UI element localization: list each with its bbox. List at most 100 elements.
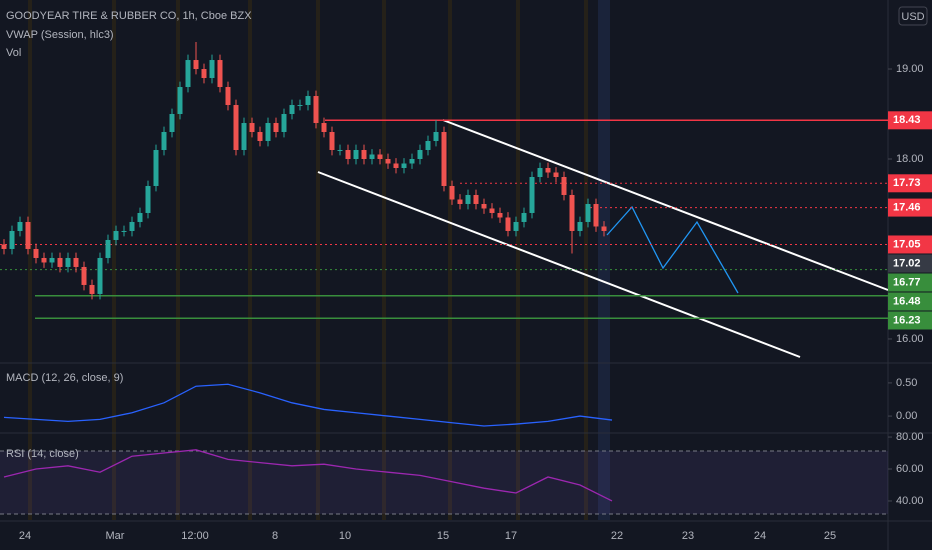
indicator-label: Vol — [6, 47, 21, 59]
candle-body — [529, 176, 535, 213]
price-label-bg — [888, 311, 932, 330]
candle-body — [177, 87, 183, 115]
candle-body — [361, 150, 367, 159]
candle-body — [65, 257, 71, 267]
candle-body — [81, 266, 87, 285]
price-label-bg — [888, 198, 932, 217]
y-tick-label: 40.00 — [896, 495, 924, 507]
candle-body — [593, 203, 599, 227]
candle-body — [545, 167, 551, 173]
candle-body — [225, 87, 231, 106]
projection-path — [606, 205, 739, 294]
x-tick-label: 10 — [339, 530, 351, 542]
x-tick-label: 23 — [682, 530, 694, 542]
price-label-bg — [888, 174, 932, 193]
candle-body — [33, 248, 39, 258]
x-tick-label: Mar — [106, 530, 125, 542]
candle-body — [257, 132, 263, 142]
candle-body — [401, 163, 407, 168]
candle-body — [25, 221, 31, 249]
candle-body — [513, 221, 519, 231]
x-tick-label: 8 — [272, 530, 278, 542]
candle-body — [425, 141, 431, 151]
candle-body — [465, 194, 471, 204]
candle-body — [553, 172, 559, 177]
candle-body — [441, 132, 447, 186]
candle-body — [209, 60, 215, 79]
candle-body — [521, 212, 527, 222]
rsi-band — [0, 451, 888, 514]
candle-body — [73, 257, 79, 267]
candle-body — [585, 203, 591, 222]
candle-body — [577, 221, 583, 231]
price-label-bg — [888, 111, 932, 130]
candle-body — [145, 185, 151, 213]
candle-body — [505, 217, 511, 231]
y-tick-label: 60.00 — [896, 463, 924, 475]
candle-body — [481, 203, 487, 209]
currency-badge[interactable] — [898, 6, 928, 26]
candle-body — [57, 257, 63, 267]
candle-body — [561, 176, 567, 195]
candle-body — [409, 158, 415, 164]
candle-body — [129, 221, 135, 231]
y-tick-label: 0.00 — [896, 410, 917, 422]
candle-body — [313, 96, 319, 124]
candle-body — [433, 132, 439, 142]
candle-body — [137, 212, 143, 222]
candle-body — [457, 199, 463, 204]
candle-body — [601, 226, 607, 231]
indicator-line — [3, 383, 613, 427]
x-tick-label: 22 — [611, 530, 623, 542]
x-tick-label: 12:00 — [181, 530, 209, 542]
x-tick-label: 15 — [437, 530, 449, 542]
price-label: 18.43 — [893, 114, 921, 126]
x-tick-label: 25 — [824, 530, 836, 542]
candle-body — [353, 150, 359, 159]
candle-body — [377, 154, 383, 159]
rsi-title: RSI (14, close) — [6, 448, 79, 460]
candle-body — [169, 114, 175, 133]
channel-upper — [442, 119, 889, 291]
candle-body — [113, 230, 119, 240]
candle-body — [161, 132, 167, 151]
chart-title: GOODYEAR TIRE & RUBBER CO, 1h, Cboe BZX — [6, 10, 252, 22]
candle-body — [417, 150, 423, 159]
candle-body — [273, 123, 279, 133]
x-tick-label: 24 — [754, 530, 766, 542]
y-tick-label: 19.00 — [896, 63, 924, 75]
indicator-label: VWAP (Session, hlc3) — [6, 29, 114, 41]
candle-body — [393, 163, 399, 168]
currency[interactable]: USD — [901, 11, 924, 23]
candle-body — [201, 69, 207, 79]
candle-body — [321, 123, 327, 133]
price-label-bg — [888, 292, 932, 311]
price-label: 16.48 — [893, 295, 921, 307]
candle-body — [97, 257, 103, 294]
y-tick-label: 80.00 — [896, 431, 924, 443]
session-bands — [28, 0, 588, 520]
price-label: 17.73 — [893, 177, 921, 189]
candle-body — [289, 105, 295, 115]
candle-body — [369, 154, 375, 159]
price-label-bg — [888, 235, 932, 254]
price-label: 16.23 — [893, 314, 921, 326]
x-tick-label: 24 — [19, 530, 31, 542]
candle-body — [489, 208, 495, 213]
channel-lower — [317, 171, 801, 358]
candle-body — [233, 105, 239, 151]
price-label-bg — [888, 254, 932, 273]
candle-body — [9, 230, 15, 249]
price-label: 17.46 — [893, 201, 921, 213]
candle-body — [385, 158, 391, 164]
candle-body — [569, 194, 575, 231]
candle-body — [281, 114, 287, 133]
candle-body — [265, 123, 271, 142]
candle-body — [345, 150, 351, 159]
candle-body — [153, 150, 159, 186]
current-bar-highlight — [598, 0, 610, 520]
candle-body — [449, 185, 455, 200]
candle-body — [121, 230, 127, 232]
candle-body — [49, 257, 55, 263]
price-label: 16.77 — [893, 276, 921, 288]
